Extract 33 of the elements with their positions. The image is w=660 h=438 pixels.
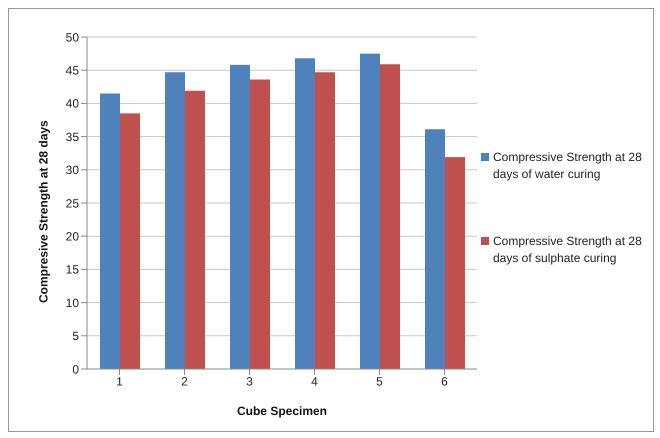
x-tick-label: 1 — [116, 374, 124, 389]
x-tick-label: 4 — [311, 374, 318, 389]
y-tick-label: 20 — [66, 229, 80, 244]
bar — [100, 93, 120, 369]
bar — [425, 129, 445, 369]
x-tick-label: 6 — [441, 374, 448, 389]
y-tick-label: 50 — [66, 30, 80, 44]
y-tick-label: 35 — [66, 130, 80, 144]
x-tick-label: 5 — [376, 374, 384, 389]
y-axis-title: Compresive Strength at 28 days — [36, 120, 50, 303]
y-tick-label: 30 — [66, 163, 80, 178]
y-tick-label: 15 — [66, 262, 80, 277]
y-tick-label: 10 — [66, 296, 80, 310]
bar — [315, 72, 335, 369]
x-axis-title: Cube Specimen — [236, 404, 328, 418]
y-tick-label: 45 — [66, 63, 80, 78]
y-tick-label: 5 — [72, 329, 80, 344]
bar — [360, 54, 380, 369]
bar — [185, 90, 205, 369]
bar — [295, 58, 315, 369]
bar — [165, 72, 185, 369]
bar — [230, 64, 250, 369]
y-tick-label: 0 — [72, 362, 80, 376]
bar — [120, 113, 140, 369]
bar — [380, 64, 400, 369]
y-tick-label: 25 — [66, 196, 80, 210]
legend-label: Compressive Strength at 28 days of sulphate curing — [493, 233, 643, 267]
bar — [250, 79, 270, 369]
bar — [445, 157, 465, 369]
x-tick-label: 3 — [246, 374, 254, 389]
legend-label: Compressive Strength at 28 days of water curing — [493, 149, 643, 183]
x-tick-label: 2 — [181, 374, 188, 389]
y-tick-label: 40 — [66, 96, 80, 111]
